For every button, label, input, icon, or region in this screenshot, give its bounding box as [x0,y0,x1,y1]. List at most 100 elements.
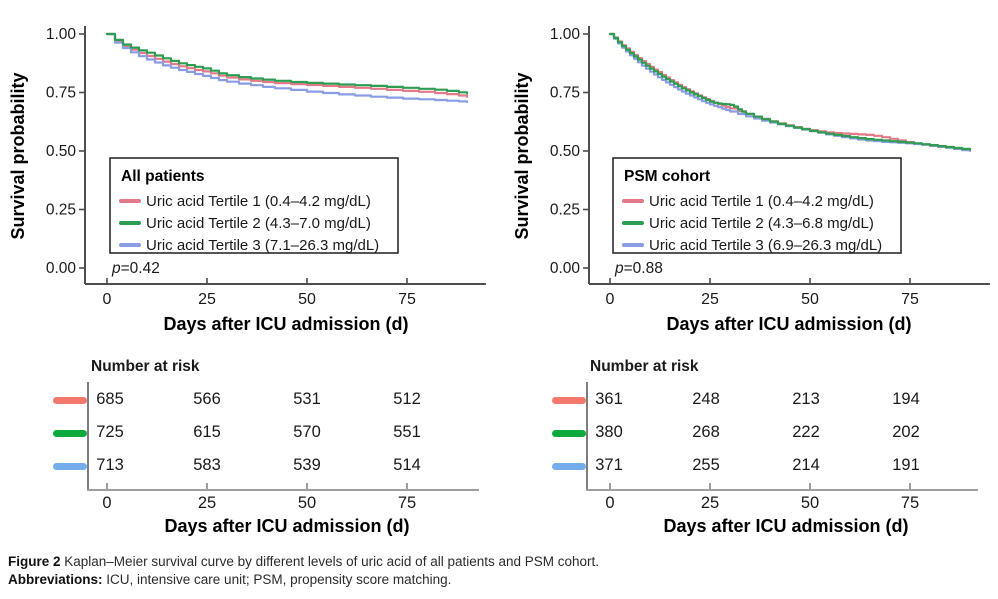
x-axis-title: Days after ICU admission (d) [163,314,408,334]
tertile-2-swatch-icon [53,430,87,437]
risk-count: 194 [892,390,920,408]
risk-x-tick-label: 25 [700,494,720,512]
risk-count: 268 [692,423,720,441]
risk-count: 583 [193,456,221,474]
y-ticks [583,33,589,269]
y-tick-label: 0.00 [550,260,581,277]
risk-tick [909,483,911,489]
x-tick-label: 50 [801,291,819,308]
number-at-risk-table-all-patients: Number at risk 685 566 531 512 725 615 5… [0,352,499,552]
risk-count: 213 [792,390,820,408]
tertile-3-swatch-icon [552,463,586,470]
abbreviations-text: ICU, intensive care unit; PSM, propensit… [102,572,452,587]
risk-table-title: Number at risk [91,358,200,375]
survival-curve-tertile-3 [105,32,469,103]
risk-count: 685 [96,390,124,408]
survival-curve-tertile-2 [608,32,972,151]
risk-axis-hline [586,489,978,491]
y-tick-label: 0.25 [550,202,580,219]
tertile-2-swatch-icon [552,430,586,437]
risk-tick [609,483,611,489]
risk-count: 255 [692,456,720,474]
caption-figure-number: Figure 2 [8,554,61,569]
risk-x-tick-label: 75 [397,494,417,512]
risk-count: 361 [595,390,623,408]
risk-row-tertile-2: 725 615 570 551 [0,423,499,445]
x-tick-label: 75 [901,291,919,308]
risk-count: 514 [393,456,421,474]
tertile-1-swatch-icon [552,397,586,404]
y-ticks [79,33,85,269]
risk-count: 566 [193,390,221,408]
y-tick-label: 1.00 [550,26,581,43]
survival-curve-tertile-2 [105,32,469,95]
risk-count: 248 [692,390,720,408]
risk-count: 191 [892,456,920,474]
risk-x-tick-label: 50 [800,494,820,512]
km-plot-all-patients: Survival probability 1.00 0.75 0.50 0.25… [8,26,486,334]
y-axis-title: Survival probability [8,72,28,239]
risk-count: 214 [792,456,820,474]
y-tick-label: 0.75 [46,85,76,102]
x-tick-label: 25 [701,291,719,308]
risk-axis-hline [87,489,479,491]
legend-box [612,157,902,254]
y-tick-label: 0.50 [46,143,77,160]
abbreviations-label: Abbreviations: [8,572,103,587]
risk-x-axis-title: Days after ICU admission (d) [663,516,909,536]
x-tick-label: 25 [198,291,216,308]
y-tick-label: 1.00 [46,26,77,43]
number-at-risk-table-psm-cohort: Number at risk 361 248 213 194 380 268 2… [499,352,998,552]
x-ticks [609,278,911,284]
risk-count: 222 [792,423,820,441]
risk-tick [809,483,811,489]
y-axis-title: Survival probability [512,72,532,239]
risk-row-tertile-3: 713 583 539 514 [0,456,499,478]
risk-x-axis-title: Days after ICU admission (d) [164,516,410,536]
risk-x-tick-label: 0 [605,494,615,512]
legend-label-tertile-1: Uric acid Tertile 1 (0.4–4.2 mg/dL) [146,193,371,210]
abbreviations-line: Abbreviations: ICU, intensive care unit;… [8,571,988,589]
legend-label-tertile-3: Uric acid Tertile 3 (7.1–26.3 mg/dL) [146,237,379,254]
x-tick-label: 0 [103,291,112,308]
p-value: p=0.88 [614,260,663,277]
y-tick-label: 0.50 [550,143,581,160]
p-value: p=0.42 [111,260,160,277]
risk-tick [306,483,308,489]
x-ticks [106,278,408,284]
legend-label-tertile-2: Uric acid Tertile 2 (4.3–7.0 mg/dL) [146,215,371,232]
risk-axis-vline [586,382,588,490]
survival-curve-tertile-1 [105,32,469,98]
risk-count: 380 [595,423,623,441]
x-tick-label: 75 [398,291,416,308]
survival-curve-tertile-1 [608,32,972,151]
caption-line: Figure 2 Kaplan–Meier survival curve by … [8,553,988,571]
risk-count: 713 [96,456,124,474]
risk-x-tick-label: 25 [197,494,217,512]
tertile-3-swatch-icon [53,463,87,470]
figure-caption: Figure 2 Kaplan–Meier survival curve by … [8,553,988,589]
legend-box [109,157,399,254]
legend-label-tertile-3: Uric acid Tertile 3 (6.9–26.3 mg/dL) [649,237,882,254]
legend-label-tertile-1: Uric acid Tertile 1 (0.4–4.2 mg/dL) [649,193,874,210]
x-tick-label: 0 [606,291,615,308]
x-tick-label: 50 [298,291,316,308]
legend-label-tertile-2: Uric acid Tertile 2 (4.3–6.8 mg/dL) [649,215,874,232]
risk-table-title: Number at risk [590,358,699,375]
y-tick-label: 0.25 [46,202,76,219]
risk-tick [406,483,408,489]
risk-x-tick-label: 50 [297,494,317,512]
legend-title: PSM cohort [624,168,710,185]
y-tick-label: 0.75 [550,85,580,102]
km-plot-psm-cohort: Survival probability 1.00 0.75 0.50 0.25… [512,26,990,334]
survival-curve-tertile-3 [608,32,972,153]
risk-axis-vline [87,382,89,490]
risk-count: 512 [393,390,421,408]
risk-count: 615 [193,423,221,441]
legend: PSM cohort Uric acid Tertile 1 (0.4–4.2 … [612,157,902,254]
risk-tick [709,483,711,489]
x-axis-title: Days after ICU admission (d) [666,314,911,334]
risk-row-tertile-3: 371 255 214 191 [499,456,998,478]
risk-tick [106,483,108,489]
